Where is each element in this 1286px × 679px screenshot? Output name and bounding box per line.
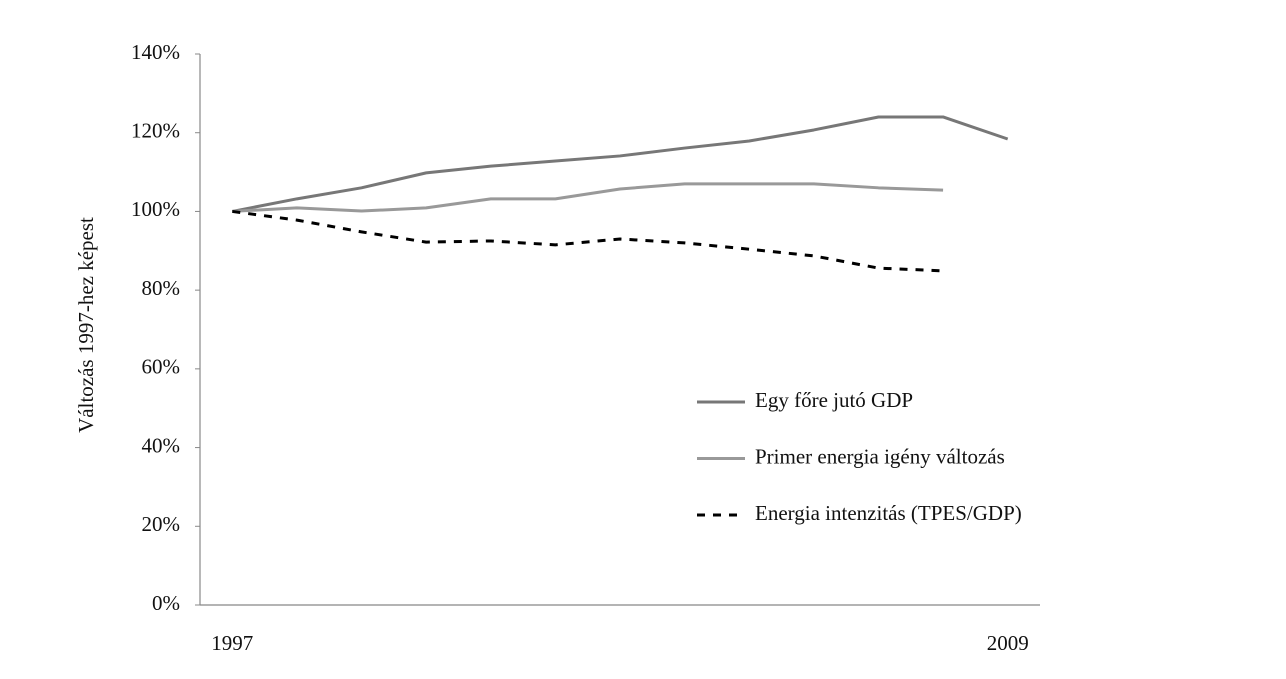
x-tick-label: 2009 xyxy=(987,631,1029,655)
series-line xyxy=(232,209,944,273)
y-tick-label: 100% xyxy=(131,197,180,221)
series-line xyxy=(232,115,1009,213)
y-tick-label: 80% xyxy=(142,276,181,300)
x-tick-label: 1997 xyxy=(211,631,253,655)
y-tick-label: 0% xyxy=(152,591,180,615)
legend-label: Energia intenzitás (TPES/GDP) xyxy=(755,501,1022,525)
y-tick-label: 140% xyxy=(131,40,180,64)
y-axis-label: Változás 1997-hez képest xyxy=(74,217,98,433)
legend-label: Primer energia igény változás xyxy=(755,444,1005,468)
series-line xyxy=(232,182,944,213)
legend-label: Egy főre jutó GDP xyxy=(755,388,913,412)
y-tick-label: 120% xyxy=(131,119,180,143)
y-tick-label: 20% xyxy=(142,512,181,536)
y-tick-label: 40% xyxy=(142,433,181,457)
y-tick-label: 60% xyxy=(142,355,181,379)
